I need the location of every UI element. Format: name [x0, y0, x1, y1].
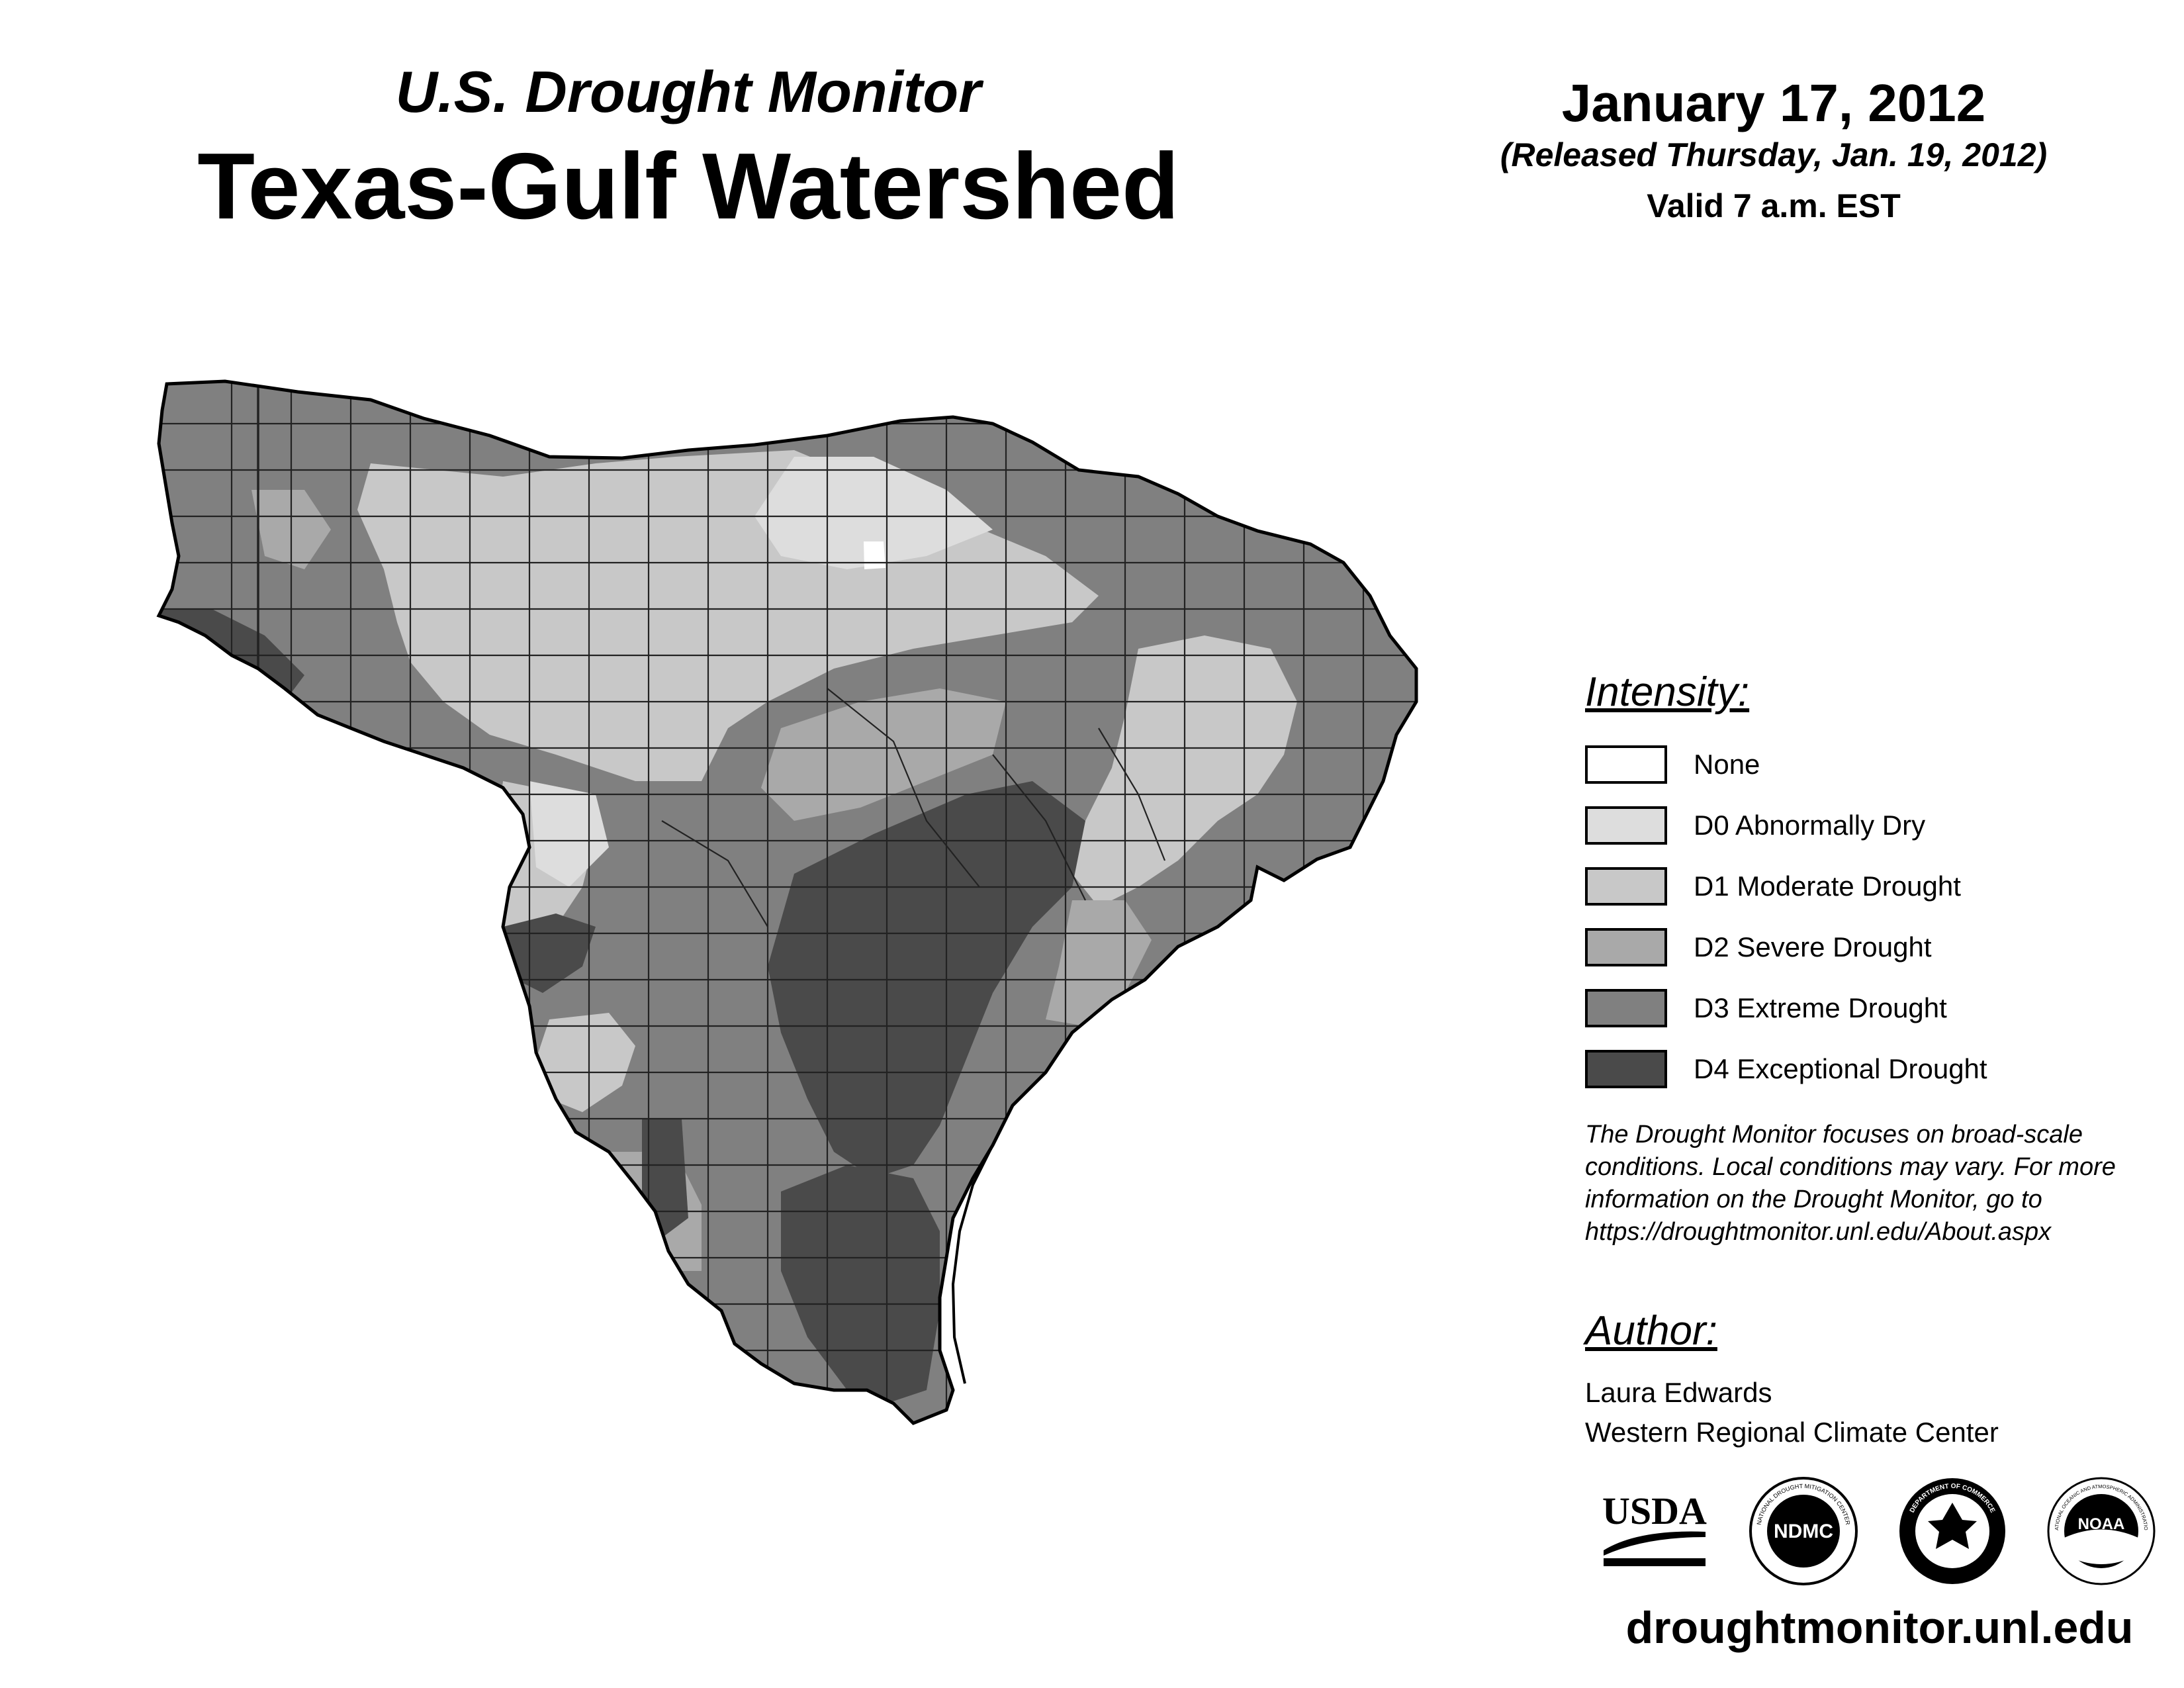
- legend-swatch-d4: [1585, 1050, 1667, 1088]
- barrier-island: [951, 1145, 994, 1384]
- legend-item: None: [1585, 734, 2167, 795]
- disclaimer: The Drought Monitor focuses on broad-sca…: [1585, 1119, 2174, 1248]
- drought-zones: [159, 381, 1416, 1423]
- disclaimer-line: The Drought Monitor focuses on broad-sca…: [1585, 1121, 2083, 1149]
- disclaimer-line: information on the Drought Monitor, go t…: [1585, 1186, 2042, 1213]
- legend-heading: Intensity:: [1585, 669, 1750, 715]
- legend-swatch-d3: [1585, 989, 1667, 1027]
- legend-swatch-d0: [1585, 806, 1667, 845]
- legend-label: D4 Exceptional Drought: [1694, 1053, 1987, 1084]
- noaa-logo-text: NOAA: [2078, 1515, 2125, 1533]
- release-date: (Released Thursday, Jan. 19, 2012): [1500, 136, 2048, 173]
- watershed-map: [132, 357, 1443, 1615]
- zone-none: [864, 541, 886, 569]
- legend-item: D1 Moderate Drought: [1585, 856, 2167, 917]
- legend-label: None: [1694, 749, 1760, 780]
- noaa-logo: NOAA NATIONAL OCEANIC AND ATMOSPHERIC AD…: [2045, 1475, 2156, 1585]
- legend-swatch-d1: [1585, 867, 1667, 906]
- usda-logo-text: USDA: [1602, 1489, 1707, 1532]
- legend-item: D2 Severe Drought: [1585, 917, 2167, 978]
- author-org: Western Regional Climate Center: [1585, 1417, 1999, 1448]
- legend-label: D3 Extreme Drought: [1694, 992, 1947, 1023]
- legend-item: D0 Abnormally Dry: [1585, 795, 2167, 856]
- disclaimer-line: conditions. Local conditions may vary. F…: [1585, 1153, 2116, 1181]
- zone-d4: [781, 1165, 940, 1403]
- author-heading: Author:: [1585, 1308, 1717, 1354]
- legend-swatch-none: [1585, 745, 1667, 784]
- zone-d2: [761, 688, 1006, 821]
- legend: Intensity: None D0 Abnormally Dry D1 Mod…: [1585, 669, 2167, 1100]
- legend-item: D3 Extreme Drought: [1585, 978, 2167, 1039]
- legend-label: D2 Severe Drought: [1694, 931, 1932, 962]
- author-block: Author: Laura Edwards Western Regional C…: [1585, 1307, 2167, 1452]
- legend-label: D0 Abnormally Dry: [1694, 810, 1926, 841]
- doc-seal: DEPARTMENT OF COMMERCE: [1899, 1478, 2005, 1584]
- legend-item: D4 Exceptional Drought: [1585, 1039, 2167, 1100]
- map-subtitle: U.S. Drought Monitor: [395, 59, 981, 124]
- map-title: Texas-Gulf Watershed: [197, 134, 1179, 239]
- usda-logo: USDA: [1602, 1489, 1707, 1566]
- valid-time: Valid 7 a.m. EST: [1647, 187, 1901, 224]
- ndmc-logo-text: NDMC: [1774, 1521, 1833, 1542]
- about-link[interactable]: https://droughtmonitor.unl.edu/About.asp…: [1585, 1218, 2052, 1246]
- site-url-link[interactable]: droughtmonitor.unl.edu: [1625, 1603, 2134, 1653]
- zone-d0: [754, 457, 993, 569]
- zone-d1: [536, 1013, 635, 1112]
- author-name: Laura Edwards: [1585, 1377, 1772, 1408]
- map-date: January 17, 2012: [1561, 73, 1986, 132]
- ndmc-logo: NDMC NATIONAL DROUGHT MITIGATION CENTER: [1749, 1477, 1858, 1585]
- legend-swatch-d2: [1585, 928, 1667, 966]
- legend-label: D1 Moderate Drought: [1694, 870, 1961, 902]
